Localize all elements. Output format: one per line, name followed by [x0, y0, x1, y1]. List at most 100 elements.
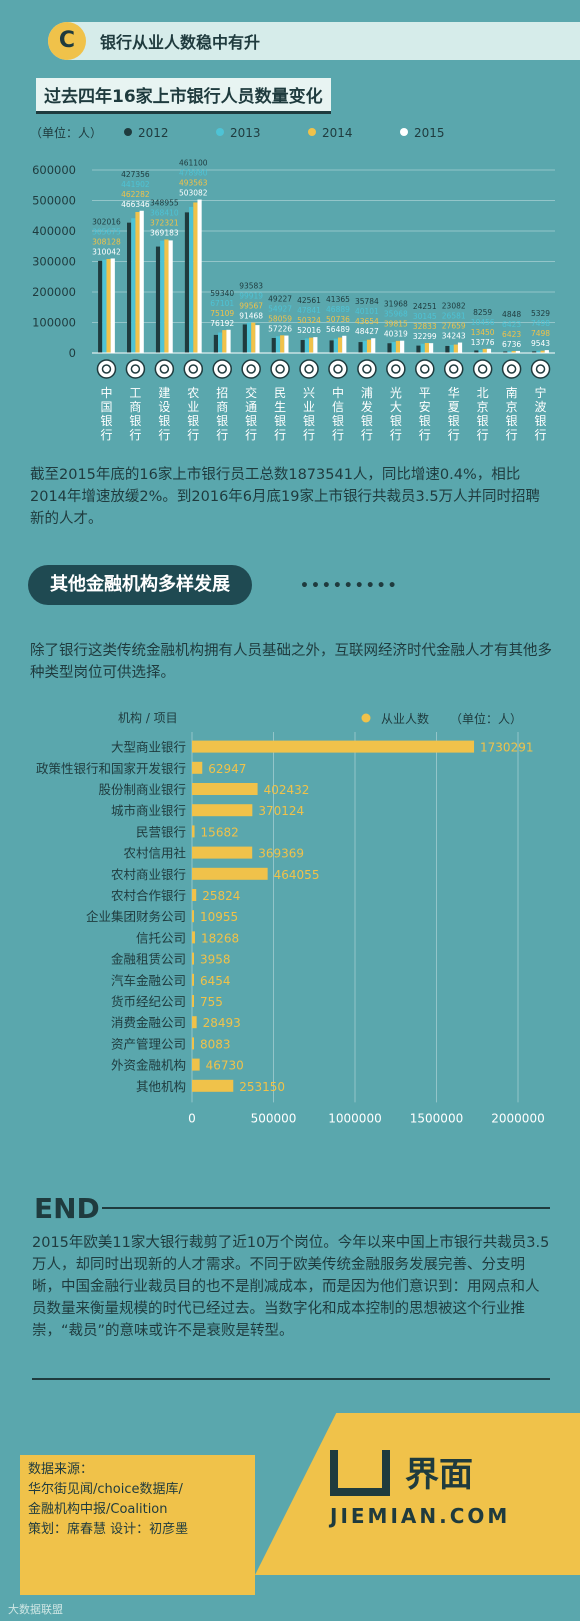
bar-2014 — [453, 344, 458, 353]
bar-2014 — [251, 322, 256, 353]
bar-2012 — [242, 324, 247, 353]
bar-2015 — [400, 340, 405, 353]
x-tick-label: 交 — [245, 385, 257, 400]
x-tick-label: 1500000 — [410, 1111, 463, 1125]
section-badge: C — [48, 22, 86, 60]
x-tick-label: 业 — [187, 400, 199, 414]
data-label: 75109 — [210, 309, 234, 318]
bank-logo-icon — [212, 359, 232, 379]
bar-2015 — [371, 338, 376, 353]
data-label: 461100 — [179, 159, 208, 168]
bar — [192, 740, 475, 753]
x-tick-label: 行 — [245, 428, 257, 442]
bar — [192, 1037, 194, 1050]
x-tick-label: 建 — [158, 386, 170, 400]
data-label: 755 — [200, 995, 223, 1009]
bar-2013 — [507, 351, 512, 353]
bank-logo-icon — [328, 359, 348, 379]
bar-2015 — [313, 337, 318, 353]
data-label: 52016 — [297, 326, 321, 335]
bar-2014 — [482, 348, 487, 353]
x-tick-label: 行 — [187, 428, 199, 442]
x-tick-label: 银 — [535, 414, 547, 428]
legend-marker — [361, 713, 371, 723]
bar-2014 — [540, 350, 545, 353]
bar-2013 — [131, 218, 136, 353]
data-label: 91468 — [239, 312, 263, 321]
x-tick-label: 华 — [448, 386, 460, 400]
bar-2013 — [449, 344, 454, 353]
bar-2012 — [98, 260, 103, 353]
x-tick-label: 银 — [129, 414, 141, 428]
bar-2015 — [226, 329, 231, 353]
bar-2014 — [424, 342, 429, 353]
section-header-bar — [48, 22, 580, 60]
paragraph-intro: 除了银行这类传统金融机构拥有人员基础之外，互联网经济时代金融人才有其他多种类型岗… — [30, 643, 552, 681]
bar-2013 — [246, 322, 252, 353]
logo-text-en: JIEMIAN.COM — [330, 1504, 511, 1528]
x-tick-label: 国 — [100, 400, 112, 414]
bar-2013 — [478, 349, 483, 353]
legend-marker — [400, 128, 408, 136]
decorative-dots: ••••••••• — [300, 578, 399, 594]
x-tick-label: 行 — [419, 428, 431, 442]
bank-logo-icon — [270, 359, 290, 379]
bank-logo-icon-inner — [420, 364, 430, 374]
bar — [192, 931, 195, 944]
data-label: 478980 — [179, 169, 208, 178]
bar — [192, 867, 268, 880]
unit-label: （单位：人） — [30, 125, 102, 140]
y-tick-label: 其他机构 — [136, 1079, 186, 1094]
bar-2014 — [280, 335, 285, 353]
data-label: 253150 — [239, 1080, 285, 1094]
data-label: 26581 — [442, 312, 466, 321]
bar-2013 — [362, 340, 367, 353]
bar-2015 — [457, 342, 463, 353]
y-tick-label: 农村合作银行 — [111, 888, 186, 903]
x-tick-label: 行 — [129, 428, 141, 442]
bank-logo-icon — [443, 359, 464, 379]
data-label: 35784 — [355, 297, 379, 306]
bar-2013 — [189, 206, 194, 353]
x-tick-label: 行 — [158, 428, 170, 442]
x-tick-label: 中 — [100, 385, 112, 400]
x-tick-label: 平 — [419, 386, 431, 400]
y-tick-label: 外资金融机构 — [111, 1058, 186, 1073]
legend-label: 2014 — [322, 126, 353, 140]
x-tick-label: 银 — [506, 414, 518, 428]
y-tick-label: 股份制商业银行 — [98, 782, 186, 797]
bar-2013 — [275, 336, 281, 353]
data-label: 302016 — [92, 217, 121, 226]
x-tick-label: 银 — [303, 414, 315, 428]
bar — [192, 1058, 200, 1071]
x-tick-label: 夏 — [448, 400, 460, 414]
x-tick-label: 银 — [187, 414, 199, 428]
data-label: 93583 — [239, 282, 263, 291]
x-tick-label: 银 — [419, 414, 431, 428]
x-tick-label: 行 — [535, 428, 547, 442]
data-label: 76192 — [210, 319, 234, 328]
bar-2015 — [486, 348, 492, 353]
x-tick-label: 行 — [100, 428, 112, 442]
x-tick-label: 光 — [390, 386, 402, 400]
bar-2014 — [337, 337, 343, 353]
source-line: 华尔街见闻/choice数据库/ — [28, 1482, 183, 1497]
y-tick-label: 500000 — [32, 194, 76, 208]
bank-logo-icon — [530, 359, 551, 379]
bar-2012 — [300, 340, 305, 353]
data-label: 46730 — [206, 1059, 244, 1073]
bank-logo-icon — [386, 359, 406, 379]
x-tick-label: 兴 — [303, 386, 315, 400]
data-label: 62947 — [208, 762, 246, 776]
x-tick-label: 行 — [332, 428, 344, 442]
paragraph-summary: 截至2015年底的16家上市银行员工总数1873541人，同比增速0.4%，相比… — [30, 467, 541, 527]
y-tick-label: 大型商业银行 — [111, 740, 186, 755]
data-label: 493563 — [179, 179, 208, 188]
data-label: 9543 — [531, 339, 550, 348]
bar-2015 — [168, 240, 173, 353]
data-label: 67101 — [210, 299, 234, 308]
section-title: 银行从业人数稳中有升 — [100, 33, 261, 52]
x-tick-label: 行 — [477, 428, 489, 442]
bank-logo-icon-inner — [448, 364, 459, 374]
bar-2013 — [333, 338, 338, 353]
